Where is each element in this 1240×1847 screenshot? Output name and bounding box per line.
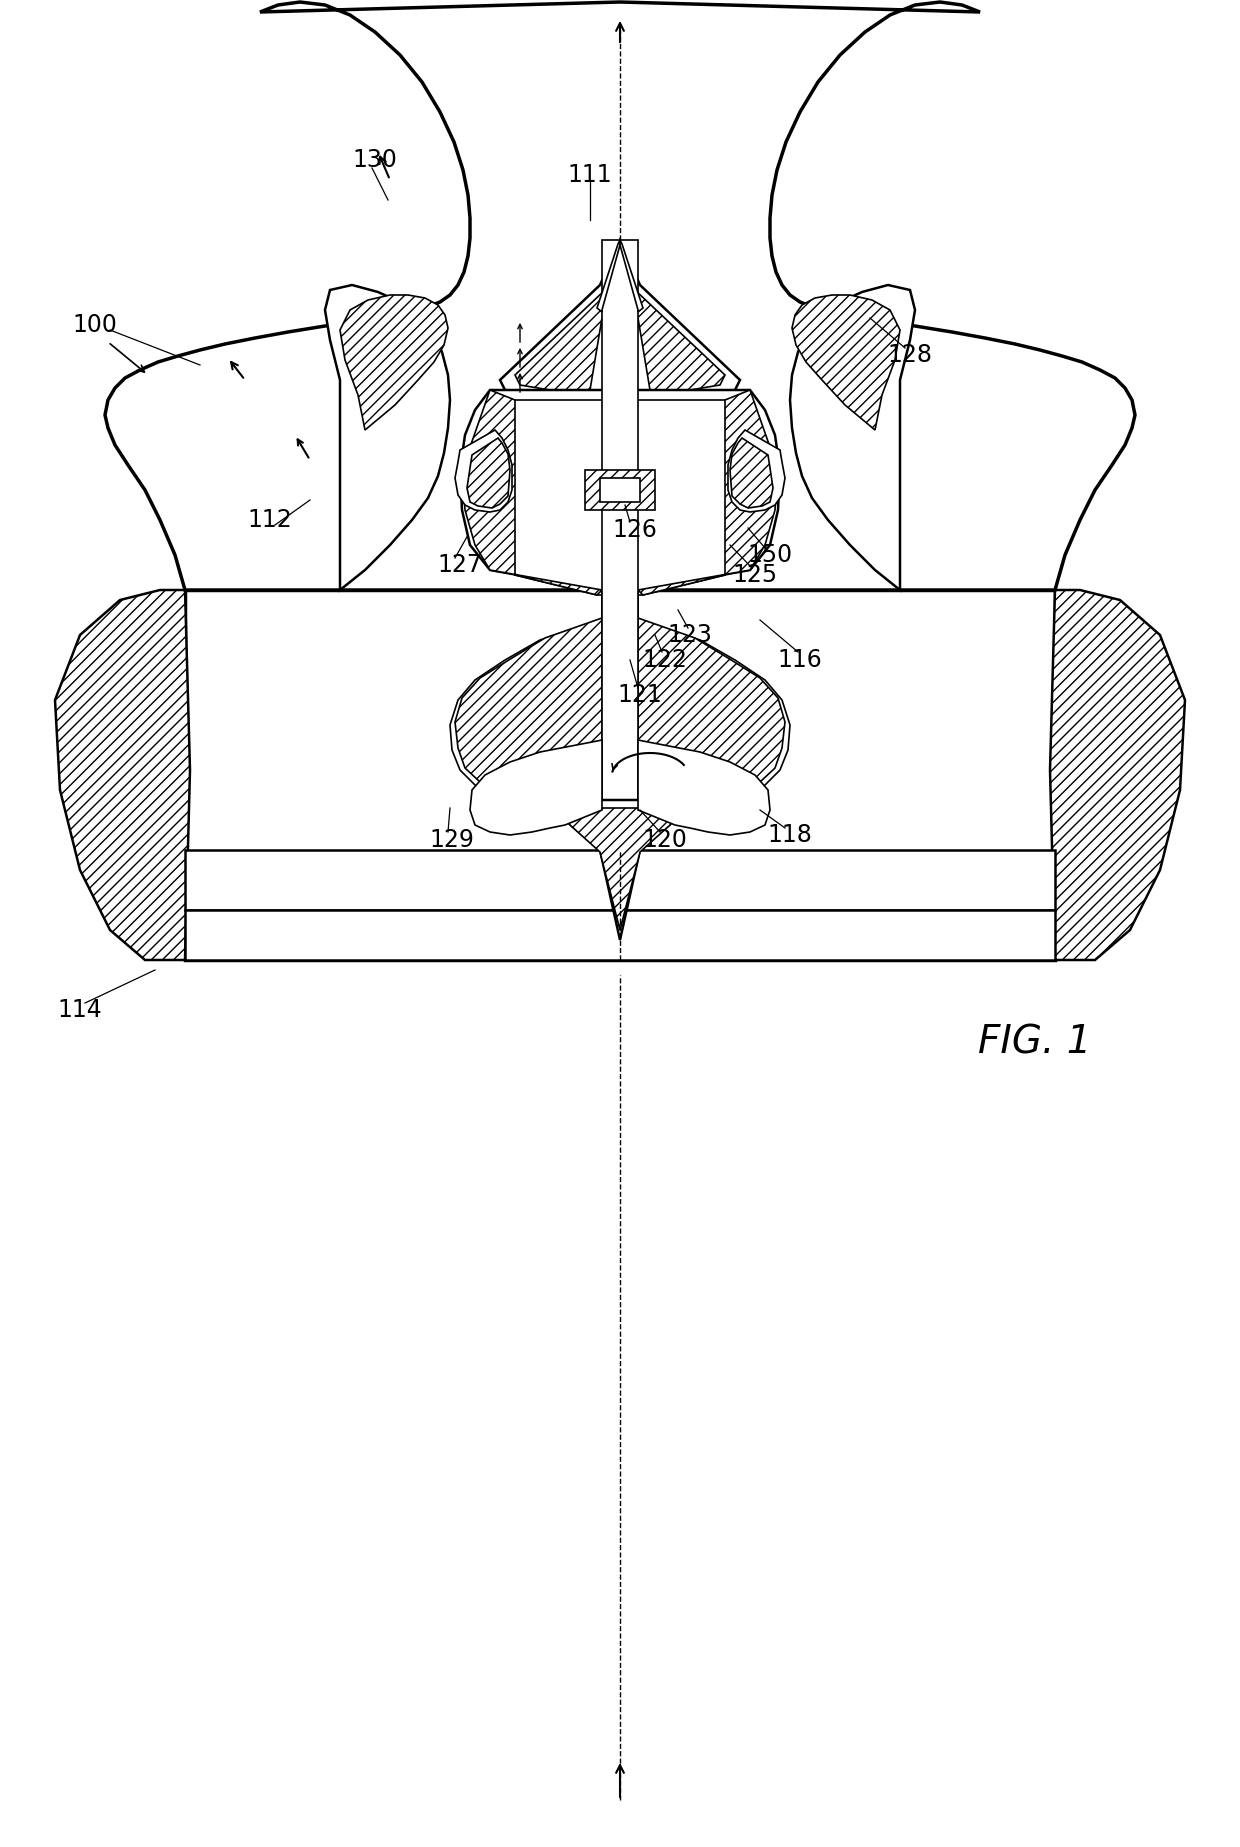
Polygon shape: [490, 401, 750, 595]
Polygon shape: [639, 600, 785, 803]
Text: 118: 118: [768, 824, 812, 848]
Text: 126: 126: [613, 517, 657, 541]
Text: 114: 114: [57, 997, 103, 1021]
Text: 127: 127: [438, 552, 482, 576]
Polygon shape: [185, 850, 1055, 911]
Polygon shape: [728, 430, 785, 512]
Polygon shape: [340, 296, 448, 430]
Polygon shape: [470, 741, 601, 835]
Polygon shape: [450, 589, 601, 805]
Polygon shape: [325, 284, 450, 589]
Text: 122: 122: [642, 648, 687, 672]
Polygon shape: [585, 469, 655, 510]
Text: 130: 130: [352, 148, 398, 172]
Text: 100: 100: [73, 312, 118, 336]
Polygon shape: [620, 240, 644, 312]
Polygon shape: [730, 438, 773, 508]
Polygon shape: [463, 390, 601, 595]
Polygon shape: [790, 284, 915, 589]
Polygon shape: [515, 247, 725, 390]
Polygon shape: [1050, 589, 1185, 960]
Polygon shape: [455, 600, 601, 803]
Polygon shape: [105, 2, 1135, 589]
Polygon shape: [601, 240, 639, 850]
Polygon shape: [185, 589, 1055, 960]
Polygon shape: [500, 240, 740, 395]
Polygon shape: [560, 800, 680, 940]
Polygon shape: [600, 478, 640, 502]
Text: 129: 129: [429, 827, 475, 851]
Polygon shape: [596, 240, 620, 312]
Polygon shape: [639, 589, 790, 805]
Polygon shape: [639, 390, 777, 595]
Text: 121: 121: [618, 683, 662, 707]
Text: 111: 111: [568, 163, 613, 187]
Text: 116: 116: [777, 648, 822, 672]
Polygon shape: [185, 911, 1055, 960]
Polygon shape: [455, 430, 512, 512]
Text: FIG. 1: FIG. 1: [978, 1023, 1091, 1062]
Text: 123: 123: [667, 622, 713, 646]
Polygon shape: [467, 438, 510, 508]
Polygon shape: [460, 390, 780, 589]
Polygon shape: [55, 589, 190, 960]
Polygon shape: [565, 807, 675, 931]
Polygon shape: [639, 741, 770, 835]
Text: 120: 120: [642, 827, 687, 851]
Text: 128: 128: [888, 344, 932, 368]
Text: 125: 125: [733, 563, 777, 587]
Polygon shape: [792, 296, 900, 430]
Text: 150: 150: [748, 543, 792, 567]
Text: 112: 112: [248, 508, 293, 532]
